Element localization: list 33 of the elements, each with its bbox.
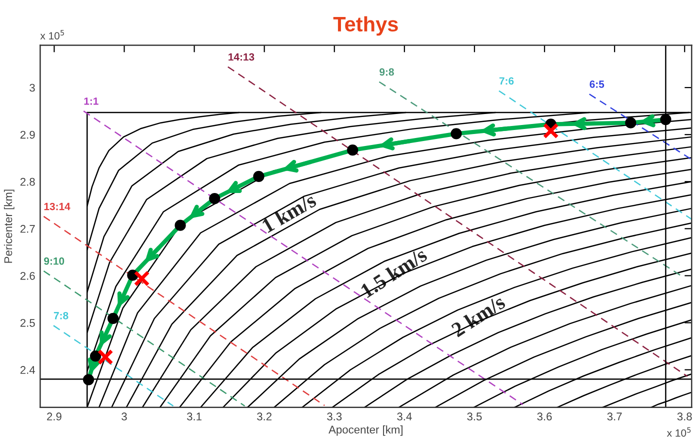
y-tick-label: 2.7: [20, 224, 35, 233]
x-tick-label: 3.5: [467, 412, 482, 420]
series-label: 6:5: [590, 80, 604, 88]
x-tick-label: 3.6: [537, 412, 552, 420]
series-label: 9:10: [44, 257, 64, 265]
series-label: 7:6: [499, 77, 514, 85]
y-tick-label: 2.8: [20, 178, 35, 186]
x-tick-label: 3.4: [397, 412, 412, 420]
annotation: 2 km/s: [450, 294, 506, 338]
series-label: 13:14: [44, 202, 70, 210]
series-label: 7:8: [54, 312, 68, 320]
series-label: 1:1: [84, 98, 98, 105]
x-tick-label: 3.1: [186, 412, 202, 420]
y-tick-label: 2.6: [20, 272, 35, 280]
annotation: 1.5 km/s: [360, 246, 428, 298]
text: x 10$^{5}$: [666, 427, 691, 437]
chart-title: Tethys: [333, 16, 398, 36]
annotation: 1 km/s: [261, 192, 318, 234]
y-tick-label: 2.5: [20, 318, 35, 327]
series-label: 14:13: [228, 53, 254, 61]
x-tick-label: 3.8: [677, 412, 692, 420]
x-tick-label: 3.2: [257, 412, 272, 420]
series-label: 9:8: [380, 68, 394, 76]
x-tick-label: 2.9: [47, 412, 62, 420]
text: x 10$^{5}$: [40, 30, 64, 40]
x-tick-label: 3: [122, 412, 127, 420]
x-tick-label: 3.3: [327, 412, 342, 420]
y-tick-label: 2.4: [20, 366, 36, 374]
y-axis-title: Pericenter [km]: [4, 190, 14, 263]
y-tick-label: 2.9: [20, 130, 35, 139]
x-axis-title: Apocenter [km]: [328, 425, 402, 436]
x-tick-label: 3.7: [607, 412, 622, 420]
y-tick-label: 3: [30, 84, 35, 92]
